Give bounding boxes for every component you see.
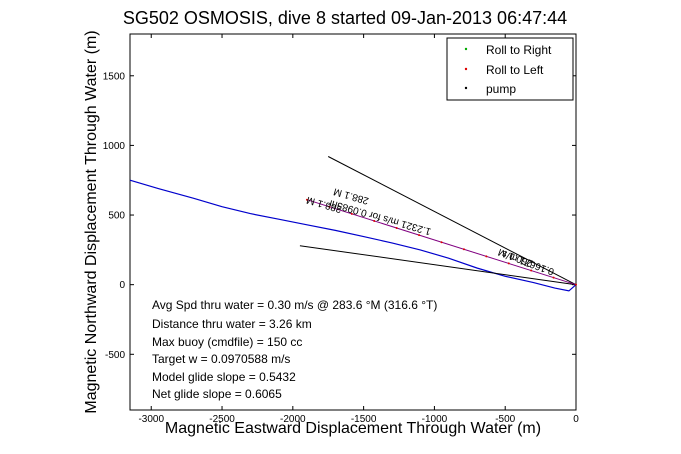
y-tick-label: 500 <box>108 211 125 222</box>
y-tick-label: 1500 <box>103 71 126 82</box>
series-heading-line-lower <box>299 245 577 286</box>
y-tick-label: -500 <box>105 350 125 361</box>
roll-left-point <box>440 241 443 244</box>
roll-left-point <box>462 248 465 251</box>
legend-marker-roll-right <box>464 47 468 51</box>
y-axis-label: Magnetic Northward Displacement Through … <box>83 30 100 413</box>
annotation-net-glide: Net glide slope = 0.6065 <box>152 387 282 401</box>
roll-left-point <box>328 205 331 208</box>
y-axis-ticks: -500 0 500 1000 1500 <box>103 71 576 361</box>
x-tick-label: -2500 <box>209 414 235 425</box>
x-tick-label: -1000 <box>422 414 448 425</box>
roll-left-point <box>485 255 488 258</box>
x-tick-label: -500 <box>495 414 515 425</box>
legend-box <box>446 37 574 101</box>
stats-annotations: Avg Spd thru water = 0.30 m/s @ 283.6 °M… <box>152 298 437 401</box>
legend-label-roll-right: Roll to Right <box>486 43 552 57</box>
roll-left-point <box>350 212 353 215</box>
roll-left-point <box>418 234 421 237</box>
annotation-max-buoy: Max buoy (cmdfile) = 150 cc <box>152 335 302 349</box>
roll-left-point <box>575 283 577 286</box>
x-axis-ticks: -3000 -2500 -2000 -1500 -1000 -500 0 <box>138 34 579 425</box>
roll-left-point <box>552 276 555 279</box>
x-tick-label: 0 <box>573 414 579 425</box>
chart-title: SG502 OSMOSIS, dive 8 started 09-Jan-201… <box>123 8 567 28</box>
x-axis-label: Magnetic Eastward Displacement Through W… <box>165 420 541 437</box>
annotation-distance: Distance thru water = 3.26 km <box>152 317 312 331</box>
series-track <box>129 179 577 292</box>
roll-left-point <box>395 227 398 230</box>
annotation-avg-speed: Avg Spd thru water = 0.30 m/s @ 283.6 °M… <box>152 298 437 312</box>
series-heading-line-upper <box>327 156 577 286</box>
legend: Roll to Right Roll to Left pump <box>446 37 574 101</box>
x-tick-label: -2000 <box>280 414 306 425</box>
legend-label-pump: pump <box>486 82 516 96</box>
legend-marker-pump <box>464 86 468 90</box>
y-tick-label: 0 <box>119 280 125 291</box>
x-tick-label: -1500 <box>351 414 377 425</box>
legend-label-roll-left: Roll to Left <box>486 63 544 77</box>
y-tick-label: 1000 <box>103 141 126 152</box>
annotation-model-glide: Model glide slope = 0.5432 <box>152 370 296 384</box>
roll-left-point <box>305 198 308 201</box>
roll-left-point <box>530 269 533 272</box>
x-tick-label: -3000 <box>138 414 164 425</box>
legend-marker-roll-left <box>464 67 468 71</box>
annotation-target-w: Target w = 0.0970588 m/s <box>152 352 290 366</box>
roll-left-point <box>373 219 376 222</box>
roll-left-point <box>507 262 510 265</box>
series-layer <box>129 156 577 292</box>
